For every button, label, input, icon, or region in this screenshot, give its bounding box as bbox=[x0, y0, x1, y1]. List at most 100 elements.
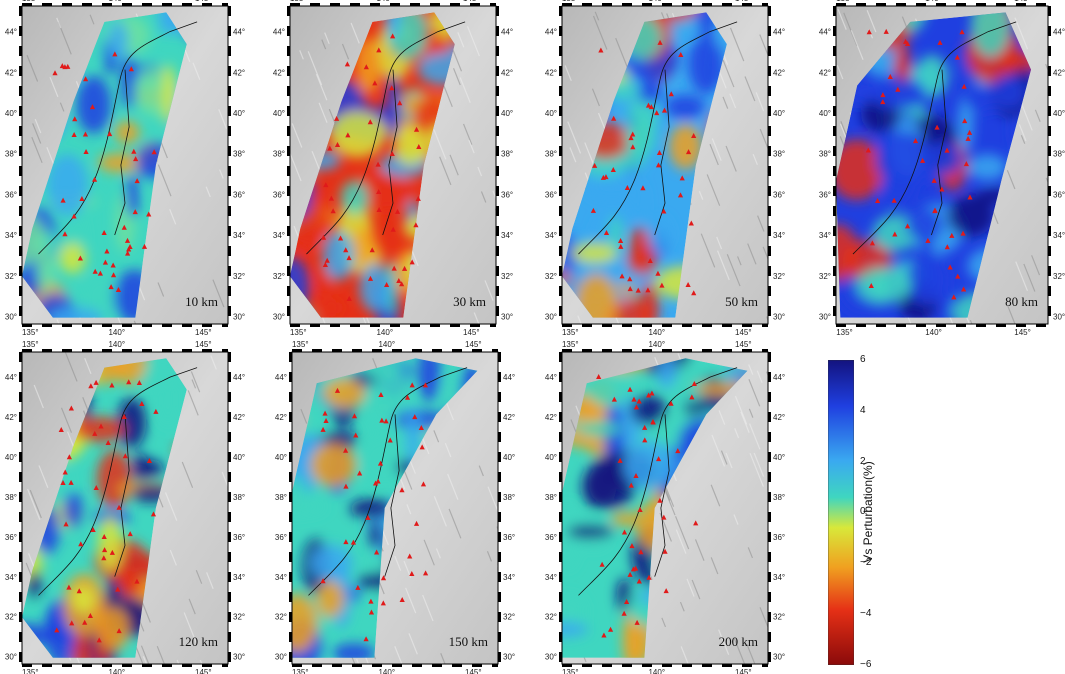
volcano-marker bbox=[116, 628, 122, 634]
volcano-marker bbox=[413, 520, 420, 526]
volcano-marker bbox=[951, 294, 957, 300]
latitude-label: 34° bbox=[233, 573, 245, 582]
latitude-label: 38° bbox=[1053, 150, 1065, 159]
frame-tick bbox=[19, 432, 22, 442]
volcano-marker bbox=[621, 610, 627, 616]
latitude-label: 36° bbox=[501, 190, 513, 199]
relief-line bbox=[466, 26, 480, 57]
latitude-label: 42° bbox=[501, 68, 513, 77]
longitude-label: 145° bbox=[735, 0, 752, 3]
frame-tick bbox=[498, 432, 501, 442]
frame-tick bbox=[287, 166, 290, 176]
relief-line bbox=[675, 529, 687, 554]
volcano-marker bbox=[363, 636, 369, 642]
volcano-marker bbox=[919, 157, 926, 163]
frame-tick bbox=[559, 146, 562, 156]
frame-tick bbox=[642, 324, 652, 327]
frame-tick bbox=[496, 146, 499, 156]
frame-tick bbox=[122, 3, 132, 6]
frame-tick bbox=[182, 664, 192, 667]
volcano-marker bbox=[82, 131, 89, 137]
volcano-marker bbox=[693, 520, 699, 526]
latitude-label: 36° bbox=[545, 190, 557, 199]
relief-line bbox=[1014, 17, 1029, 50]
frame-tick bbox=[682, 349, 692, 352]
colorbar-tick-label: 4 bbox=[860, 404, 866, 416]
frame-tick bbox=[602, 664, 612, 667]
latitude-label: 40° bbox=[5, 109, 17, 118]
volcano-marker bbox=[92, 430, 98, 436]
latitude-label: 38° bbox=[5, 150, 17, 159]
latitude-label: 32° bbox=[503, 613, 515, 622]
frame-tick bbox=[19, 46, 22, 56]
velocity-anomaly-patch bbox=[922, 142, 963, 176]
velocity-anomaly-patch bbox=[664, 94, 706, 120]
colorbar-tick-label: 2 bbox=[860, 455, 866, 467]
latitude-label: 30° bbox=[233, 313, 245, 322]
latitude-label: 38° bbox=[819, 150, 831, 159]
volcano-marker bbox=[72, 116, 78, 122]
coastline bbox=[114, 414, 130, 577]
relief-line bbox=[592, 15, 608, 50]
frame-tick bbox=[496, 186, 499, 196]
velocity-anomaly-patch bbox=[125, 174, 140, 218]
relief-line bbox=[468, 139, 475, 154]
volcano-marker bbox=[327, 145, 333, 151]
latitude-label: 32° bbox=[5, 272, 17, 281]
volcano-marker bbox=[646, 392, 652, 398]
frame-tick bbox=[833, 246, 836, 256]
frame-tick bbox=[562, 349, 572, 352]
volcano-marker bbox=[104, 248, 110, 254]
latitude-label: 30° bbox=[273, 313, 285, 322]
volcano-marker bbox=[599, 561, 605, 567]
relief-line bbox=[1031, 255, 1041, 276]
frame-tick bbox=[142, 349, 152, 352]
longitude-label: 135° bbox=[836, 0, 853, 3]
relief-line bbox=[839, 123, 848, 140]
frame-tick bbox=[19, 412, 22, 422]
frame-tick bbox=[390, 324, 400, 327]
relief-line bbox=[709, 143, 719, 166]
frame-tick bbox=[22, 3, 32, 6]
frame-tick bbox=[228, 26, 231, 36]
relief-line bbox=[757, 215, 765, 232]
latitude-label: 34° bbox=[5, 573, 17, 582]
velocity-anomaly-patch bbox=[695, 12, 717, 37]
volcano-marker bbox=[376, 188, 382, 194]
longitude-label: 145° bbox=[1014, 0, 1031, 3]
frame-tick bbox=[228, 652, 231, 662]
frame-tick bbox=[1048, 46, 1051, 56]
frame-tick bbox=[833, 106, 836, 116]
frame-tick bbox=[19, 352, 22, 362]
volcano-marker bbox=[368, 609, 375, 615]
volcano-marker bbox=[380, 575, 387, 581]
latitude-label: 38° bbox=[273, 150, 285, 159]
latitude-label: 44° bbox=[545, 373, 557, 382]
frame-tick bbox=[162, 324, 172, 327]
latitude-label: 38° bbox=[501, 150, 513, 159]
frame-tick bbox=[1048, 306, 1051, 316]
frame-tick bbox=[19, 572, 22, 582]
velocity-anomaly-patch bbox=[114, 121, 140, 144]
frame-tick bbox=[768, 246, 771, 256]
relief-line bbox=[291, 123, 303, 148]
relief-line bbox=[321, 39, 327, 50]
volcano-marker bbox=[396, 278, 402, 284]
frame-tick bbox=[559, 572, 562, 582]
frame-tick bbox=[289, 352, 292, 362]
colorbar-title: Vs Perturbation(%) bbox=[861, 461, 875, 563]
frame-tick bbox=[722, 349, 732, 352]
volcano-marker bbox=[134, 578, 140, 584]
longitude-label: 145° bbox=[463, 328, 480, 337]
volcano-marker bbox=[688, 220, 694, 226]
frame-tick bbox=[310, 3, 320, 6]
volcano-marker bbox=[959, 29, 965, 35]
longitude-label: 145° bbox=[195, 668, 212, 674]
frame-tick bbox=[856, 324, 866, 327]
volcano-marker bbox=[323, 182, 329, 188]
latitude-label: 30° bbox=[545, 313, 557, 322]
volcano-marker bbox=[937, 39, 943, 45]
relief-line bbox=[567, 121, 582, 154]
longitude-label: 135° bbox=[562, 668, 579, 674]
frame-tick bbox=[370, 3, 380, 6]
